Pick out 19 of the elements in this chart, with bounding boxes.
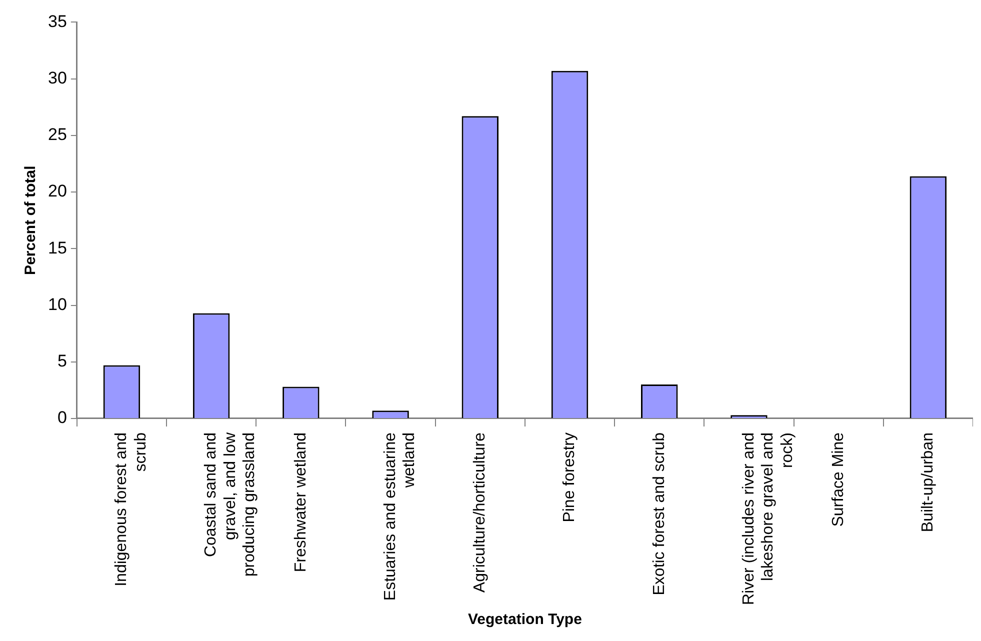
x-tick-label: Pine forestry xyxy=(561,432,578,522)
x-tick-label: Agriculture/horticulture xyxy=(472,432,489,593)
y-tick-label: 20 xyxy=(48,182,67,201)
y-tick-label: 10 xyxy=(48,294,67,314)
x-tick-label: Exotic forest and scrub xyxy=(650,432,668,596)
x-tick-label: Indigenous forest and scrub xyxy=(113,432,150,586)
x-tick-label: River (includes river and lakeshore gravel and rock) xyxy=(740,432,796,606)
x-tick-label: Built-up/urban xyxy=(920,432,937,532)
y-tick-label: 5 xyxy=(57,352,67,371)
x-axis-title: Vegetation Type xyxy=(468,611,582,628)
x-tick-label: Freshwater wetland xyxy=(292,432,310,572)
y-tick-label: 25 xyxy=(48,125,67,144)
y-tick-label: 30 xyxy=(48,68,67,88)
x-tick-label: Surface Mine xyxy=(830,432,847,527)
y-axis-title: Percent of total xyxy=(22,166,40,275)
y-tick-label: 35 xyxy=(48,12,67,31)
y-tick-label: 15 xyxy=(48,238,67,258)
x-tick-label: Estuaries and estuarine wetland xyxy=(382,432,418,601)
y-tick-label: 0 xyxy=(57,408,67,428)
